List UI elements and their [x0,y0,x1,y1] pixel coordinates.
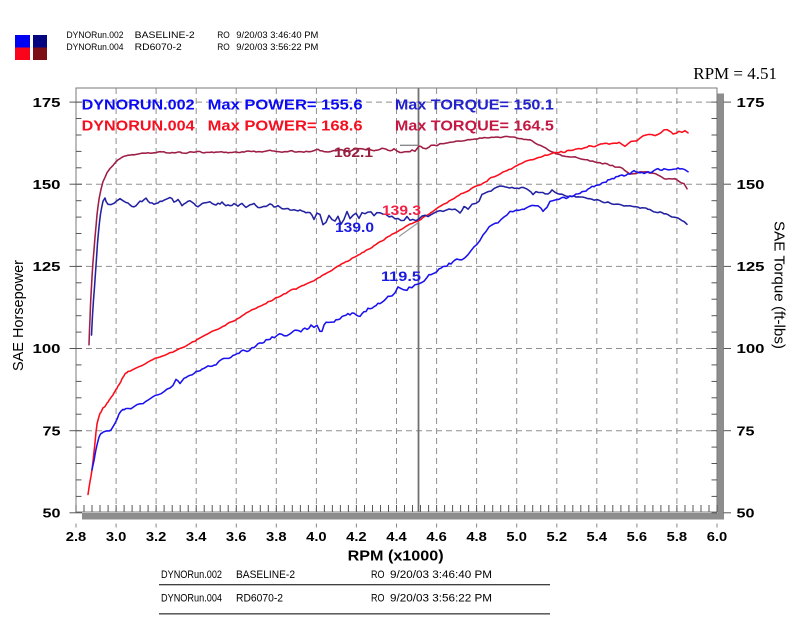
svg-text:100: 100 [33,341,61,356]
svg-text:SAE Torque (ft-lbs): SAE Torque (ft-lbs) [771,221,788,349]
svg-text:9/20/03 3:56:22 PM: 9/20/03 3:56:22 PM [236,42,318,53]
svg-text:4.2: 4.2 [346,529,367,544]
svg-text:175: 175 [737,95,765,110]
svg-text:150: 150 [737,177,765,192]
svg-text:SAE Horsepower: SAE Horsepower [10,260,27,371]
svg-text:RPM (x1000): RPM (x1000) [348,549,444,565]
svg-text:4.0: 4.0 [306,529,327,544]
svg-text:9/20/03 3:56:22 PM: 9/20/03 3:56:22 PM [390,593,492,605]
svg-text:9/20/03 3:46:40 PM: 9/20/03 3:46:40 PM [236,30,318,41]
svg-text:175: 175 [33,95,61,110]
svg-text:6.0: 6.0 [707,529,728,544]
svg-text:50: 50 [43,506,61,521]
svg-text:5.8: 5.8 [667,529,688,544]
svg-text:150: 150 [33,177,61,192]
svg-text:RPM = 4.51: RPM = 4.51 [693,64,777,83]
svg-text:RO: RO [217,42,230,53]
svg-text:RO: RO [371,593,385,605]
svg-text:DYNORun.002: DYNORun.002 [67,30,124,41]
svg-text:3.4: 3.4 [186,529,207,544]
svg-text:BASELINE-2: BASELINE-2 [135,30,195,41]
svg-text:100: 100 [737,341,765,356]
svg-text:139.3: 139.3 [382,202,421,218]
svg-text:75: 75 [737,423,755,438]
svg-text:3.6: 3.6 [226,529,247,544]
svg-text:9/20/03 3:46:40 PM: 9/20/03 3:46:40 PM [390,569,492,581]
svg-text:5.4: 5.4 [587,529,608,544]
svg-text:RO: RO [371,569,385,581]
svg-text:75: 75 [43,423,61,438]
svg-text:DYNORUN.004: DYNORUN.004 [82,117,196,134]
svg-text:Max POWER= 168.6: Max POWER= 168.6 [208,117,363,134]
svg-text:125: 125 [737,259,765,274]
svg-text:DYNORun.004: DYNORun.004 [161,593,222,605]
svg-text:5.2: 5.2 [547,529,568,544]
svg-text:139.0: 139.0 [335,219,374,235]
svg-text:5.0: 5.0 [506,529,527,544]
svg-text:3.0: 3.0 [106,529,127,544]
svg-text:Max POWER= 155.6: Max POWER= 155.6 [208,97,363,114]
svg-text:RD6070-2: RD6070-2 [135,42,182,53]
svg-text:DYNORun.004: DYNORun.004 [67,42,124,53]
svg-text:BASELINE-2: BASELINE-2 [236,569,295,581]
svg-text:3.8: 3.8 [266,529,287,544]
svg-text:119.5: 119.5 [381,268,421,284]
svg-text:4.6: 4.6 [426,529,447,544]
svg-text:4.4: 4.4 [386,529,407,544]
svg-text:5.6: 5.6 [627,529,648,544]
svg-text:2.8: 2.8 [66,529,87,544]
svg-text:125: 125 [33,259,61,274]
svg-text:4.8: 4.8 [466,529,487,544]
svg-text:RD6070-2: RD6070-2 [236,593,283,605]
svg-text:Max TORQUE= 164.5: Max TORQUE= 164.5 [395,117,554,134]
svg-text:DYNORUN.002: DYNORUN.002 [82,97,195,114]
svg-text:RO: RO [217,30,230,41]
svg-text:DYNORun.002: DYNORun.002 [161,569,222,581]
svg-text:Max TORQUE= 150.1: Max TORQUE= 150.1 [395,97,554,114]
svg-text:50: 50 [737,506,755,521]
svg-text:162.1: 162.1 [334,144,373,160]
svg-text:3.2: 3.2 [146,529,167,544]
